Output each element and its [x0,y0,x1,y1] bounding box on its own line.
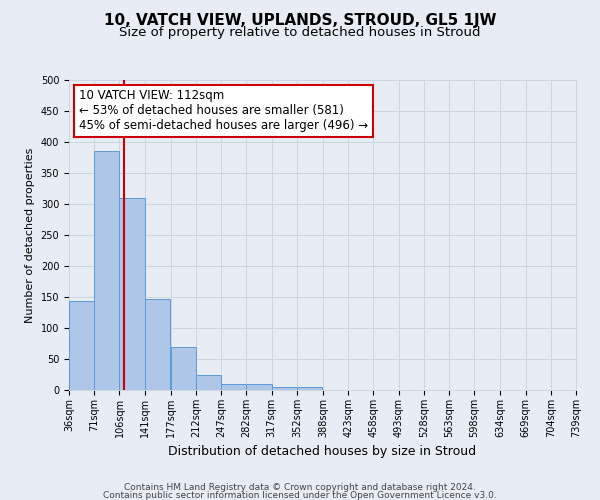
Bar [119,198,145,390]
Bar [69,302,94,390]
Bar [145,299,170,390]
Text: Contains HM Land Registry data © Crown copyright and database right 2024.: Contains HM Land Registry data © Crown c… [124,483,476,492]
Bar [94,152,119,390]
Bar [221,384,247,390]
Text: Size of property relative to detached houses in Stroud: Size of property relative to detached ho… [119,26,481,39]
Y-axis label: Number of detached properties: Number of detached properties [25,148,35,322]
Bar [297,387,322,390]
Bar [272,387,297,390]
Bar [247,384,272,390]
Text: 10 VATCH VIEW: 112sqm
← 53% of detached houses are smaller (581)
45% of semi-det: 10 VATCH VIEW: 112sqm ← 53% of detached … [79,90,368,132]
Text: 10, VATCH VIEW, UPLANDS, STROUD, GL5 1JW: 10, VATCH VIEW, UPLANDS, STROUD, GL5 1JW [104,12,496,28]
Text: Contains public sector information licensed under the Open Government Licence v3: Contains public sector information licen… [103,492,497,500]
Bar [170,346,196,390]
X-axis label: Distribution of detached houses by size in Stroud: Distribution of detached houses by size … [169,446,476,458]
Bar [196,375,221,390]
